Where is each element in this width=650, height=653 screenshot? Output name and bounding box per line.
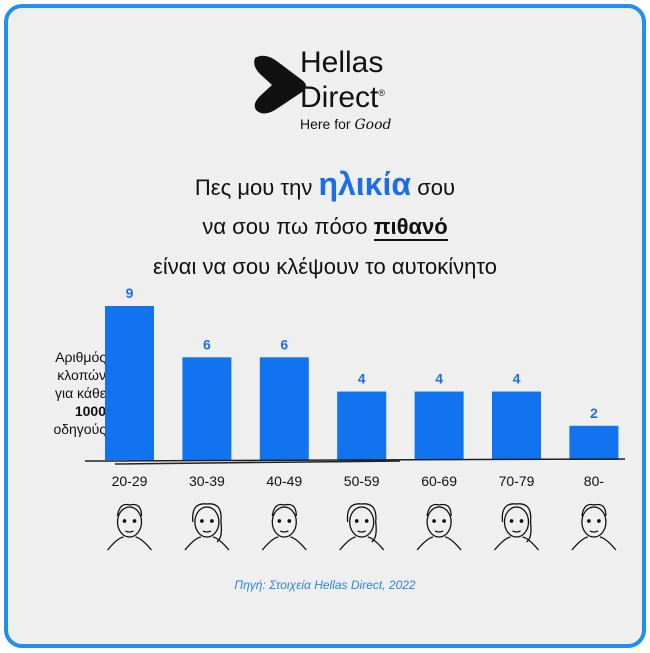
headline-text: Πες μου την [194,175,313,200]
ylabel-line: οδηγούς [53,421,106,437]
headline-text: σου [417,175,456,200]
data-label: 4 [435,371,443,387]
bar-80- [569,425,619,460]
headline-highlight: ηλικία [318,166,412,202]
bar-70-79 [492,391,541,460]
headline-line3: είναι να σου κλέψουν το αυτοκίνητο [153,254,497,279]
tagline-script: Good [354,117,392,133]
ylabel-line: κλοπών [57,367,106,383]
face-icon [416,503,462,551]
registered-mark: ® [378,88,385,98]
data-label: 4 [358,371,366,387]
data-label: 4 [513,371,521,387]
x-tick-label: 20-29 [112,473,148,489]
bar-60-69 [414,391,464,460]
bar-30-39 [182,357,232,460]
bar-20-29 [105,306,154,460]
x-tick-label: 30-39 [189,473,225,489]
bar-40-49 [259,357,309,460]
brand-line1: Hellas [300,46,384,79]
ylabel-line: για κάθε [54,385,106,401]
x-tick-label: 40-49 [266,473,302,489]
y-axis-label: Αριθμός κλοπών για κάθε 1000 οδηγούς [14,348,106,438]
headline-line1: Πες μου την ηλικία σου [0,166,650,203]
data-label: 9 [126,285,134,301]
ylabel-line: 1000 [74,403,106,419]
logo-chevron-icon [254,55,306,114]
tagline: Here for [300,116,351,132]
face-icon [184,503,230,551]
face-icon [571,503,617,551]
headline-line2: να σου πω πόσο πιθανό [0,214,650,241]
source-note: Πηγή: Στοιχεία Hellas Direct, 2022 [234,578,416,592]
x-tick-label: 80- [584,473,605,489]
x-axis-line [84,458,626,465]
data-label: 6 [280,336,288,352]
bar-50-59 [337,391,387,460]
face-icon [261,503,307,551]
headline-underlined: πιθανό [373,214,448,241]
ylabel-line: Αριθμός [55,349,106,365]
x-tick-label: 50-59 [344,473,380,489]
data-label: 2 [590,405,598,421]
face-icon [107,503,152,551]
face-icon [339,503,385,551]
x-tick-label: 60-69 [421,473,457,489]
brand-line2: Direct [300,81,379,114]
headline-text: να σου πω πόσο [202,214,368,239]
data-label: 6 [203,336,211,352]
x-tick-label: 70-79 [499,473,535,489]
face-icon [494,503,539,551]
